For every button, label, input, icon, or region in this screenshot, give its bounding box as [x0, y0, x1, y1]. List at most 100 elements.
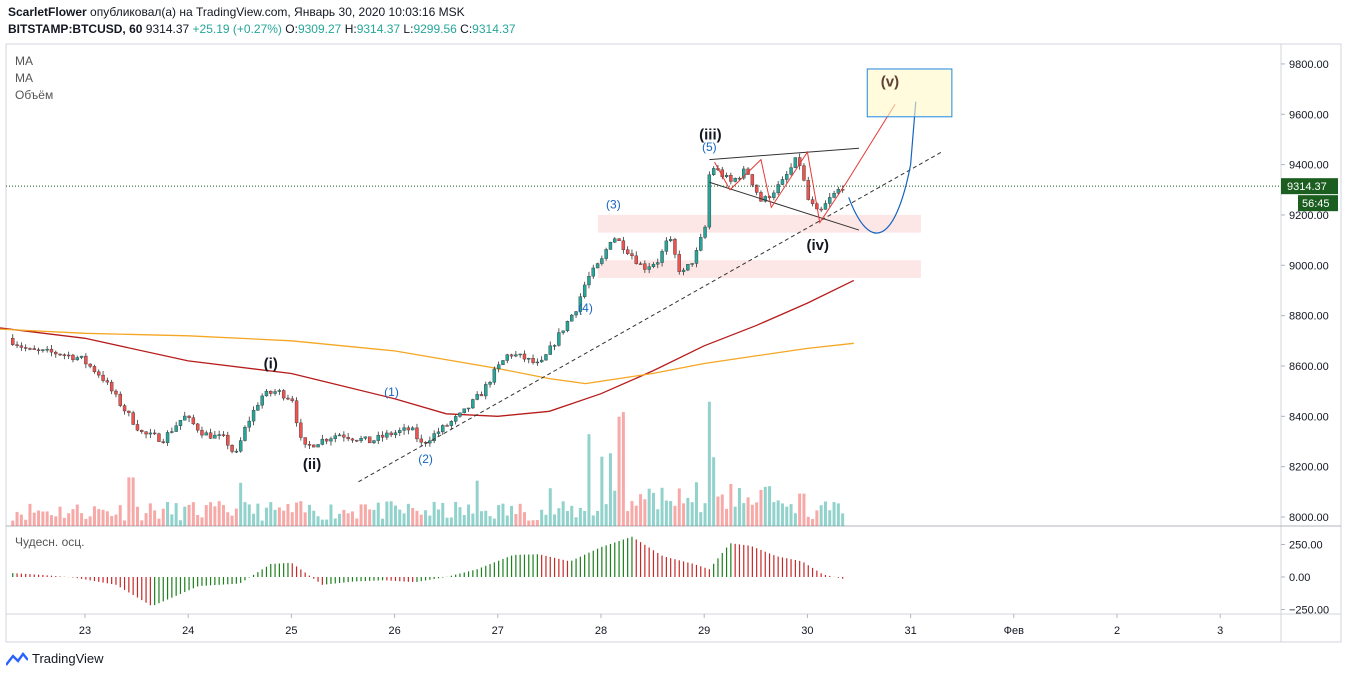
candle-body — [656, 262, 660, 265]
candle-body — [647, 266, 651, 270]
candle-body — [204, 432, 208, 436]
volume-bar — [24, 519, 28, 526]
volume-bar — [660, 487, 664, 526]
wave-label-1: (1) — [384, 385, 399, 399]
candle-body — [445, 425, 449, 427]
x-tick-label: 25 — [285, 625, 297, 637]
candle-body — [410, 427, 415, 431]
candle-body — [312, 444, 316, 448]
candle-body — [75, 357, 79, 361]
oscillator-legend[interactable]: Чудесн. осц. — [15, 535, 85, 549]
volume-bar — [320, 519, 324, 526]
candle-body — [144, 431, 148, 435]
candle-body — [522, 353, 527, 360]
volume-bar — [49, 515, 53, 526]
osc-tick-label: −250.00 — [1289, 605, 1329, 617]
candle-body — [509, 354, 514, 357]
volume-bar — [492, 518, 496, 526]
legend-ma-2[interactable]: MA — [15, 71, 33, 85]
y-tick-label: 8000.00 — [1289, 512, 1329, 524]
volume-bar — [776, 500, 780, 526]
candle-body — [346, 437, 350, 440]
volume-bar — [178, 520, 182, 526]
volume-bar — [733, 506, 737, 526]
volume-bar — [772, 502, 776, 526]
candle-body — [724, 175, 729, 177]
candle-body — [750, 174, 755, 186]
candle-body — [367, 436, 372, 444]
candle-body — [217, 434, 221, 436]
volume-bar — [290, 512, 294, 526]
volume-bar — [196, 515, 200, 526]
candle-body — [277, 390, 282, 392]
tradingview-logo-icon — [6, 651, 28, 666]
volume-bar — [432, 501, 436, 526]
volume-bar — [793, 513, 797, 526]
y-tick-label: 9200.00 — [1289, 210, 1329, 222]
support-zone-upper — [597, 214, 921, 233]
candle-body — [376, 434, 380, 441]
wave-drawings: (i) (ii) (iii) (iv) (v) (1) (2) (3) (4) (5) — [264, 68, 953, 483]
volume-bar — [828, 510, 832, 526]
candle-body — [501, 360, 505, 365]
volume-bar — [92, 506, 96, 526]
y-tick-label: 9800.00 — [1289, 59, 1329, 71]
candle-body — [664, 240, 669, 252]
candle-body — [793, 157, 798, 168]
candle-body — [97, 371, 101, 376]
candle-body — [535, 361, 540, 364]
author-name[interactable]: ScarletFlower — [8, 5, 87, 19]
volume-bar — [282, 510, 286, 526]
legend-volume[interactable]: Объём — [15, 88, 54, 102]
candle-body — [625, 249, 630, 254]
candle-body — [539, 359, 544, 363]
candle-body — [195, 423, 200, 431]
volume-bar — [303, 512, 307, 526]
candle-body — [118, 393, 122, 406]
volume-bar — [230, 515, 234, 526]
candle-body — [505, 354, 509, 361]
volume-bar — [458, 507, 462, 526]
candle-body — [802, 165, 806, 181]
candle-body — [694, 250, 699, 264]
candle-body — [389, 432, 393, 436]
symbol-label[interactable]: BITSTAMP:BTCUSD, 60 — [8, 22, 143, 36]
volume-bar — [755, 502, 759, 526]
candle-body — [406, 427, 411, 431]
volume-bar — [260, 520, 264, 526]
candle-body — [544, 354, 548, 361]
x-tick-label: 30 — [801, 625, 813, 637]
volume-bars — [11, 401, 845, 526]
volume-bar — [686, 497, 690, 526]
volume-bar — [750, 504, 754, 526]
candle-body — [711, 168, 716, 176]
volume-bar — [488, 516, 492, 526]
candle-body — [630, 253, 634, 257]
volume-bar — [501, 503, 505, 526]
volume-bar — [153, 510, 157, 526]
candle-body — [484, 384, 488, 397]
legend-ma-1[interactable]: MA — [15, 54, 33, 68]
candle-body — [699, 237, 703, 251]
candle-body — [256, 404, 260, 411]
candle-body — [161, 441, 165, 443]
candle-body — [350, 438, 355, 441]
candle-body — [789, 167, 793, 175]
candle-body — [634, 255, 638, 264]
volume-bar — [712, 457, 716, 526]
volume-bar — [376, 502, 380, 526]
candle-body — [58, 353, 62, 356]
wave-label-5: (5) — [702, 140, 717, 154]
candle-body — [561, 330, 565, 333]
volume-bar — [174, 503, 178, 526]
volume-bar — [135, 506, 139, 526]
footer-brand-label: TradingView — [32, 651, 104, 666]
footer-brand[interactable]: TradingView — [6, 651, 104, 666]
y-tick-label: 8800.00 — [1289, 311, 1329, 323]
volume-bar — [307, 504, 311, 526]
volume-bar — [630, 501, 634, 526]
candle-body — [836, 189, 841, 194]
volume-bar — [105, 511, 109, 526]
zigzag-path — [714, 103, 896, 224]
